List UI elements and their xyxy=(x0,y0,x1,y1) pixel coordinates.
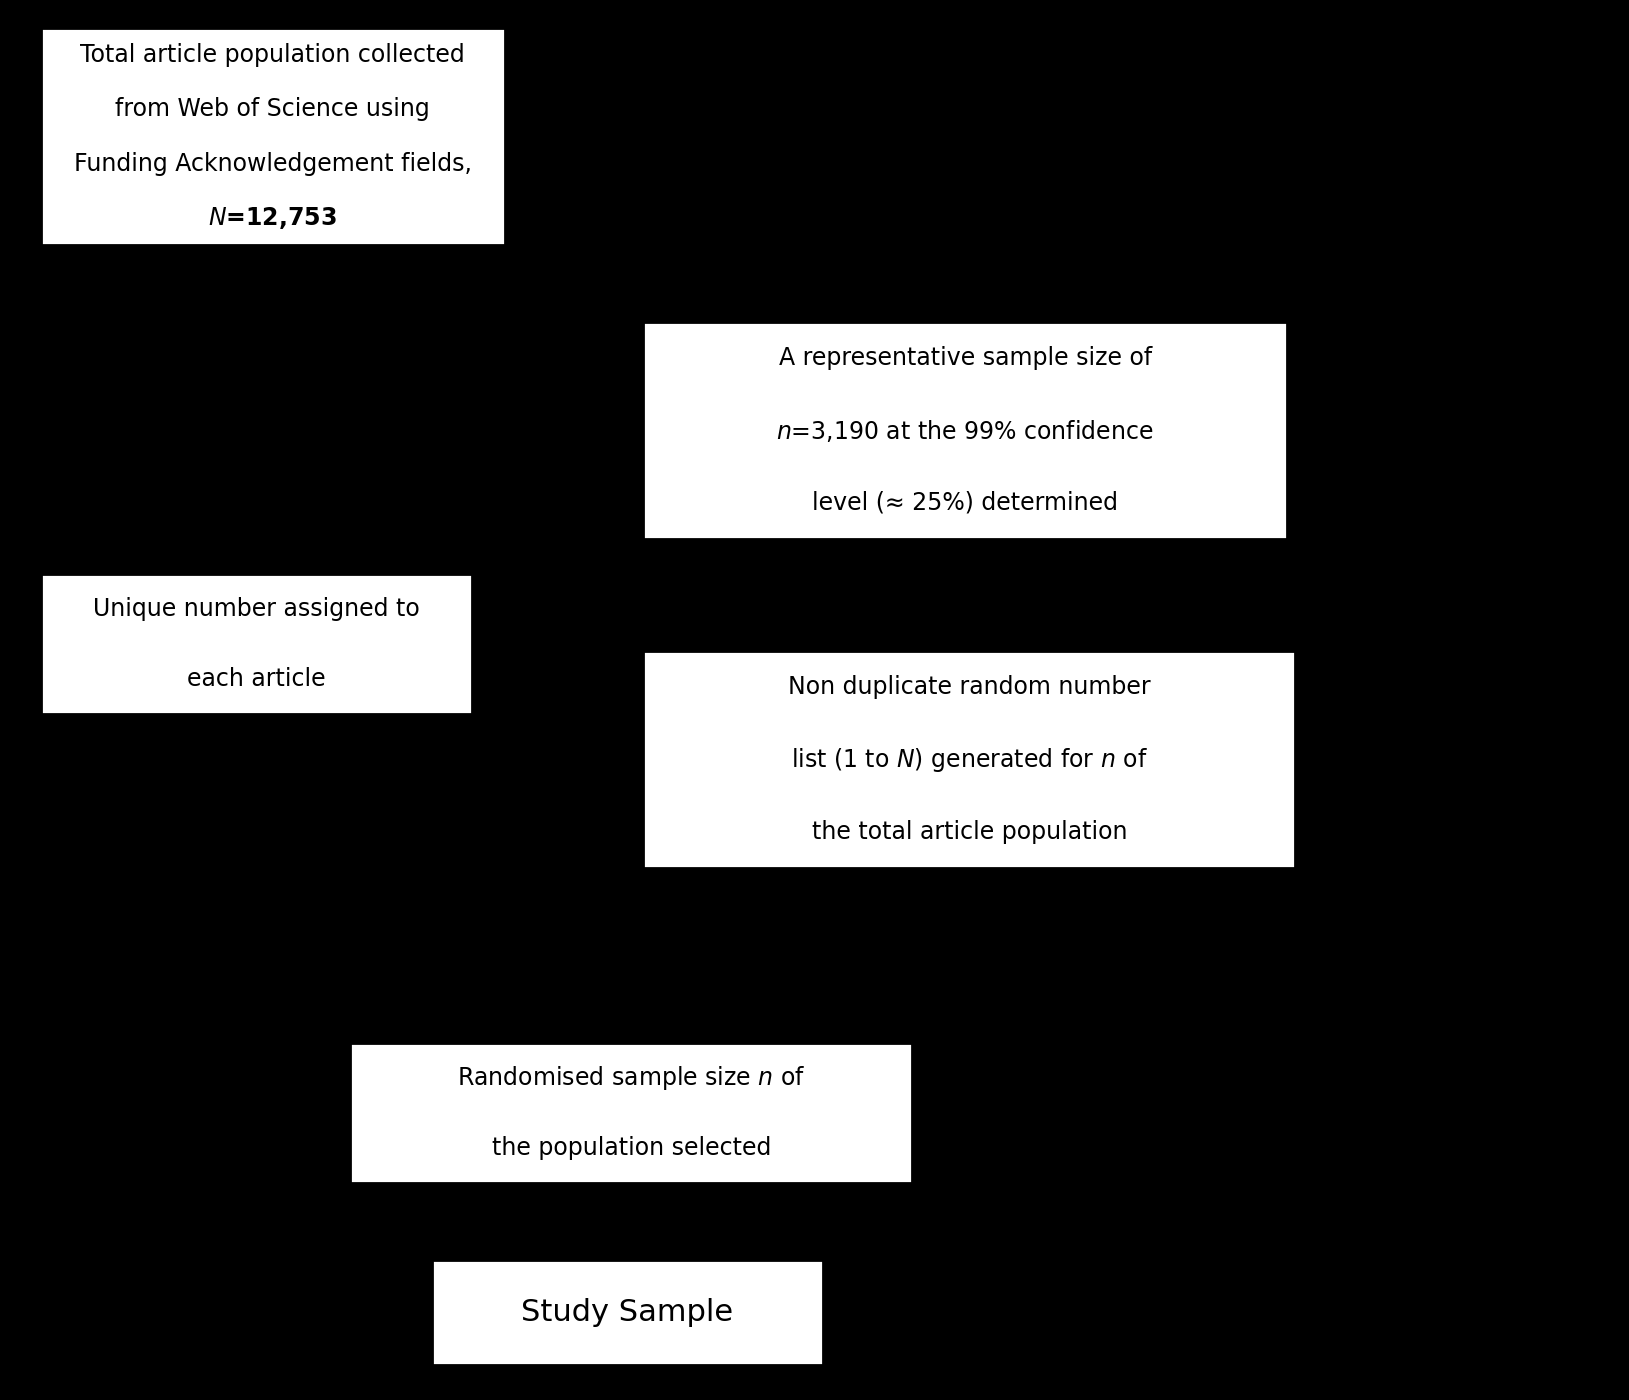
Text: list (1 to $\mathit{N}$) generated for $\mathit{n}$ of: list (1 to $\mathit{N}$) generated for $… xyxy=(790,745,1148,773)
Text: Non duplicate random number: Non duplicate random number xyxy=(788,675,1150,699)
Text: $\mathit{n}$=3,190 at the 99% confidence: $\mathit{n}$=3,190 at the 99% confidence xyxy=(777,417,1153,444)
Text: Unique number assigned to: Unique number assigned to xyxy=(93,596,420,622)
Text: Study Sample: Study Sample xyxy=(521,1298,733,1327)
Text: Funding Acknowledgement fields,: Funding Acknowledgement fields, xyxy=(73,151,472,175)
Text: from Web of Science using: from Web of Science using xyxy=(116,98,430,122)
Text: level (≈ 25%) determined: level (≈ 25%) determined xyxy=(813,491,1117,515)
Text: each article: each article xyxy=(187,666,326,692)
FancyBboxPatch shape xyxy=(41,574,472,714)
Text: Total article population collected: Total article population collected xyxy=(80,43,466,67)
FancyBboxPatch shape xyxy=(643,322,1287,539)
FancyBboxPatch shape xyxy=(643,651,1295,868)
Text: the population selected: the population selected xyxy=(492,1135,771,1161)
FancyBboxPatch shape xyxy=(41,28,505,245)
FancyBboxPatch shape xyxy=(432,1260,823,1365)
Text: A representative sample size of: A representative sample size of xyxy=(779,346,1152,370)
Text: the total article population: the total article population xyxy=(811,820,1127,844)
FancyBboxPatch shape xyxy=(350,1043,912,1183)
Text: Randomised sample size $\mathit{n}$ of: Randomised sample size $\mathit{n}$ of xyxy=(456,1064,806,1092)
Text: $\mathit{N}$=12,753: $\mathit{N}$=12,753 xyxy=(209,204,337,231)
